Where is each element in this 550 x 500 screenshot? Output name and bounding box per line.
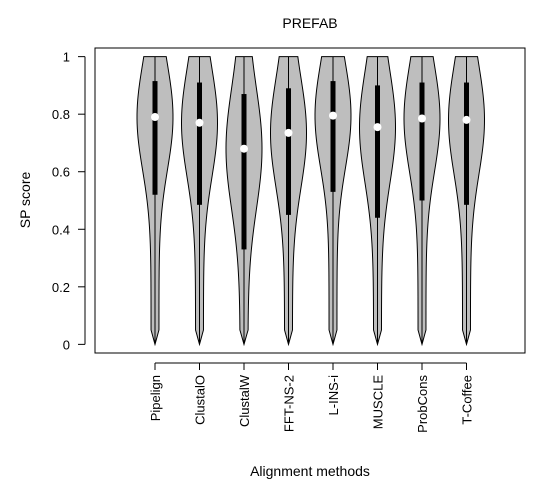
y-tick-label: 0.6: [52, 165, 70, 180]
median-point: [462, 115, 471, 124]
median-point: [373, 123, 382, 132]
iqr-box: [286, 88, 291, 215]
x-tick-label: ProbCons: [415, 375, 430, 433]
iqr-box: [197, 82, 202, 205]
median-point: [151, 113, 159, 122]
x-tick-label: ClustalW: [237, 374, 252, 427]
x-tick-label: MUSCLE: [371, 375, 386, 430]
y-axis-label: SP score: [17, 172, 33, 229]
violins-layer: [136, 56, 486, 347]
y-axis: 0 0.2 0.4 0.6 0.8 1: [52, 50, 86, 352]
x-tick-label: Pipelign: [148, 375, 163, 421]
x-axis: Pipelign ClustalO ClustalW FFT-NS-2 L-INS-i M…: [148, 362, 475, 433]
x-tick-label: FFT-NS-2: [282, 375, 297, 432]
x-axis-label: Alignment methods: [250, 463, 370, 479]
median-point: [284, 128, 293, 137]
y-tick-label: 0.2: [52, 280, 70, 295]
iqr-box: [419, 82, 425, 201]
iqr-box: [375, 85, 380, 218]
median-point: [418, 114, 426, 123]
chart-title: PREFAB: [282, 15, 337, 31]
y-tick-label: 0.8: [52, 107, 70, 122]
iqr-box: [464, 82, 469, 205]
y-tick-label: 0.4: [52, 222, 70, 237]
median-point: [240, 144, 248, 153]
median-point: [329, 111, 337, 120]
y-tick-label: 0: [63, 337, 70, 352]
iqr-box: [152, 81, 158, 195]
median-point: [195, 118, 204, 127]
x-tick-label: ClustalO: [193, 375, 208, 425]
iqr-box: [330, 81, 336, 192]
plot-frame: [94, 47, 526, 354]
iqr-box: [241, 94, 247, 250]
x-tick-label: T-Coffee: [460, 375, 475, 425]
y-tick-label: 1: [63, 50, 70, 65]
x-tick-label: L-INS-i: [326, 375, 341, 416]
